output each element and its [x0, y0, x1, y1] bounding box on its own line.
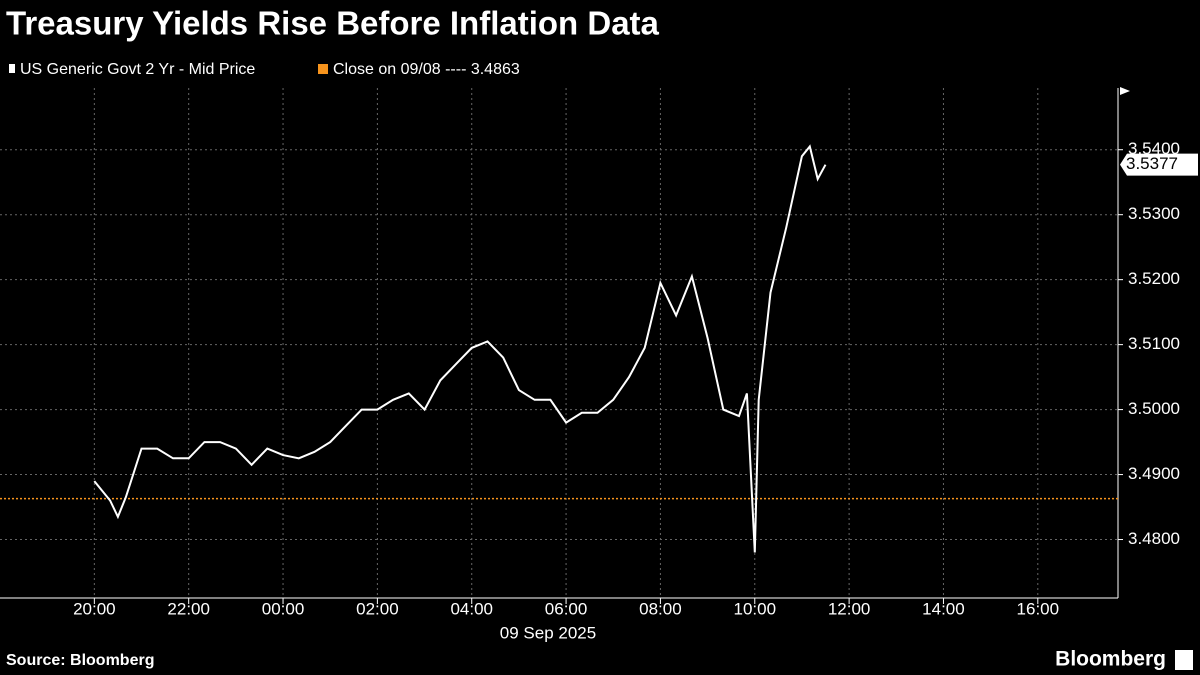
series-line	[93, 144, 827, 553]
x-tick-label: 10:00	[733, 599, 776, 618]
source: Source: Bloomberg	[6, 652, 154, 669]
x-tick-label: 14:00	[922, 599, 965, 618]
x-tick-label: 02:00	[356, 599, 399, 618]
x-tick-label: 00:00	[262, 599, 305, 618]
x-tick-label: 20:00	[73, 599, 116, 618]
x-axis-label: 09 Sep 2025	[500, 623, 596, 642]
y-tick-label: 3.5200	[1128, 269, 1180, 288]
last-value-box	[1120, 153, 1198, 176]
x-tick-label: 06:00	[545, 599, 588, 618]
y-tick-label: 3.5000	[1128, 399, 1180, 418]
y-tick-label: 3.5100	[1128, 334, 1180, 353]
x-tick-label: 22:00	[167, 599, 210, 618]
y-tick-label: 3.4900	[1128, 464, 1180, 483]
chart-title: Treasury Yields Rise Before Inflation Da…	[6, 5, 660, 42]
axis-arrow	[1120, 87, 1130, 95]
y-tick-label: 3.4800	[1128, 529, 1180, 548]
legend-swatch	[9, 64, 15, 73]
legend-entry: Close on 09/08 ---- 3.4863	[333, 61, 520, 78]
y-tick-label: 3.5300	[1128, 204, 1180, 223]
brand: Bloomberg	[1055, 648, 1166, 671]
legend-swatch	[318, 64, 328, 74]
y-tick-label: 3.5400	[1128, 139, 1180, 158]
brand-icon	[1175, 650, 1193, 670]
x-tick-label: 08:00	[639, 599, 682, 618]
x-tick-label: 12:00	[828, 599, 871, 618]
last-value-label: 3.5377	[1126, 154, 1178, 173]
x-tick-label: 04:00	[450, 599, 493, 618]
x-tick-label: 16:00	[1017, 599, 1060, 618]
legend-entry: US Generic Govt 2 Yr - Mid Price	[20, 61, 255, 78]
